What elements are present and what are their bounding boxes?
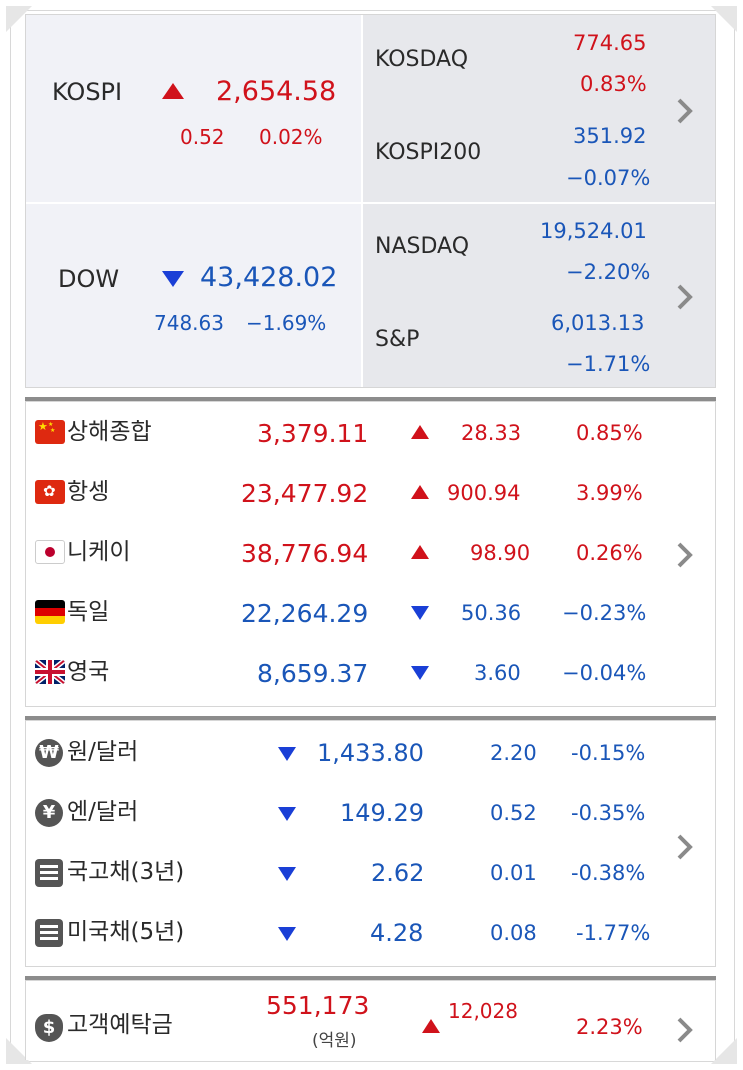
up-arrow-icon xyxy=(411,425,429,439)
deposit-label: 고객예탁금 xyxy=(67,1012,173,1038)
nasdaq-rate: −2.20% xyxy=(566,260,651,284)
deposit-unit: (억원) xyxy=(312,1031,357,1051)
fx-change: 0.01 xyxy=(490,861,537,885)
world-indices-panel[interactable]: ★ ★ ★ 상해종합 3,379.11 28.33 0.85% ✿ 항셍 23,… xyxy=(25,401,716,707)
kospi-rate: 0.02% xyxy=(259,125,323,149)
divider xyxy=(26,202,715,204)
chevron-right-icon[interactable] xyxy=(674,832,696,862)
fx-rate: -0.35% xyxy=(571,801,646,825)
world-value: 22,264.29 xyxy=(241,599,369,628)
fx-change: 0.52 xyxy=(490,801,537,825)
fx-change: 0.08 xyxy=(490,921,537,945)
kosdaq-label: KOSDAQ xyxy=(375,47,469,72)
section-bar xyxy=(25,716,716,720)
up-arrow-icon xyxy=(422,1019,440,1033)
world-change: 900.94 xyxy=(447,481,521,505)
japan-flag-icon xyxy=(35,540,65,564)
kosdaq-rate: 0.83% xyxy=(580,72,647,96)
fx-name: 엔/달러 xyxy=(67,799,139,825)
dow-label: DOW xyxy=(58,265,120,293)
fx-name: 미국채(5년) xyxy=(67,919,185,945)
fx-value: 149.29 xyxy=(340,799,424,827)
kospi-value: 2,654.58 xyxy=(216,76,337,107)
divider xyxy=(361,15,363,387)
indices-right[interactable] xyxy=(362,15,715,387)
chevron-right-icon[interactable] xyxy=(674,540,696,570)
fx-rate: -0.15% xyxy=(571,741,646,765)
world-name: 항셍 xyxy=(67,479,110,505)
money-bag-icon: $ xyxy=(35,1014,63,1042)
sp-rate: −1.71% xyxy=(566,352,651,376)
sp-label: S&P xyxy=(375,327,420,352)
kospi-label: KOSPI xyxy=(52,78,123,106)
kosdaq-value: 774.65 xyxy=(573,31,647,55)
deposit-change: 12,028 xyxy=(448,999,518,1023)
up-arrow-icon xyxy=(411,485,429,499)
world-change: 3.60 xyxy=(474,661,521,685)
world-rate: −0.04% xyxy=(562,661,647,685)
fx-name: 국고채(3년) xyxy=(67,859,185,885)
dow-value: 43,428.02 xyxy=(200,262,338,293)
world-value: 8,659.37 xyxy=(257,659,369,688)
yen-icon: ¥ xyxy=(35,799,63,827)
fx-change: 2.20 xyxy=(490,741,537,765)
world-rate: 0.26% xyxy=(576,541,643,565)
up-arrow-icon xyxy=(411,545,429,559)
world-name: 독일 xyxy=(67,599,110,625)
down-arrow-icon xyxy=(162,271,184,287)
down-arrow-icon xyxy=(278,867,296,881)
kospi-change: 0.52 xyxy=(180,125,225,149)
world-change: 50.36 xyxy=(461,601,522,625)
fx-value: 1,433.80 xyxy=(317,739,424,767)
won-icon: ₩ xyxy=(35,739,63,767)
uk-flag-icon xyxy=(35,660,65,684)
world-value: 38,776.94 xyxy=(241,539,369,568)
chevron-right-icon[interactable] xyxy=(674,1015,696,1045)
deposit-value: 551,173 xyxy=(266,991,370,1020)
chevron-right-icon[interactable] xyxy=(674,96,696,126)
dow-change: 748.63 xyxy=(154,311,224,335)
world-rate: 3.99% xyxy=(576,481,643,505)
germany-flag-icon xyxy=(35,600,65,624)
world-change: 98.90 xyxy=(470,541,531,565)
fx-value: 4.28 xyxy=(370,919,424,947)
kospi200-rate: −0.07% xyxy=(566,166,651,190)
fx-value: 2.62 xyxy=(371,859,425,887)
dow-rate: −1.69% xyxy=(246,311,327,335)
nasdaq-value: 19,524.01 xyxy=(540,219,647,243)
world-change: 28.33 xyxy=(461,421,522,445)
up-arrow-icon xyxy=(162,83,184,99)
document-icon xyxy=(35,859,63,887)
china-flag-icon: ★ ★ ★ xyxy=(35,420,65,444)
chevron-right-icon[interactable] xyxy=(674,282,696,312)
world-name: 니케이 xyxy=(67,539,131,565)
nasdaq-label: NASDAQ xyxy=(375,234,470,259)
sp-value: 6,013.13 xyxy=(551,311,645,335)
major-indices-panel: KOSPI 2,654.58 0.52 0.02% DOW 43,428.02 … xyxy=(25,14,716,388)
down-arrow-icon xyxy=(411,666,429,680)
domestic-left[interactable] xyxy=(26,15,362,387)
fx-bonds-panel[interactable]: ₩ 원/달러 1,433.80 2.20 -0.15% ¥ 엔/달러 149.2… xyxy=(25,720,716,967)
down-arrow-icon xyxy=(411,606,429,620)
down-arrow-icon xyxy=(278,927,296,941)
hongkong-flag-icon: ✿ xyxy=(35,480,65,504)
kospi200-value: 351.92 xyxy=(573,124,647,148)
kospi200-label: KOSPI200 xyxy=(375,140,482,165)
section-bar xyxy=(25,397,716,401)
world-value: 23,477.92 xyxy=(241,479,369,508)
world-name: 상해종합 xyxy=(67,419,152,445)
deposit-rate: 2.23% xyxy=(576,1015,643,1039)
fx-name: 원/달러 xyxy=(67,739,139,765)
deposit-panel[interactable]: $ 고객예탁금 551,173 (억원) 12,028 2.23% xyxy=(25,980,716,1060)
down-arrow-icon xyxy=(278,747,296,761)
document-icon xyxy=(35,919,63,947)
world-name: 영국 xyxy=(67,659,110,685)
world-value: 3,379.11 xyxy=(257,419,369,448)
world-rate: 0.85% xyxy=(576,421,643,445)
fx-rate: -0.38% xyxy=(571,861,646,885)
down-arrow-icon xyxy=(278,807,296,821)
fx-rate: -1.77% xyxy=(576,921,651,945)
section-bar xyxy=(25,976,716,980)
world-rate: −0.23% xyxy=(562,601,647,625)
